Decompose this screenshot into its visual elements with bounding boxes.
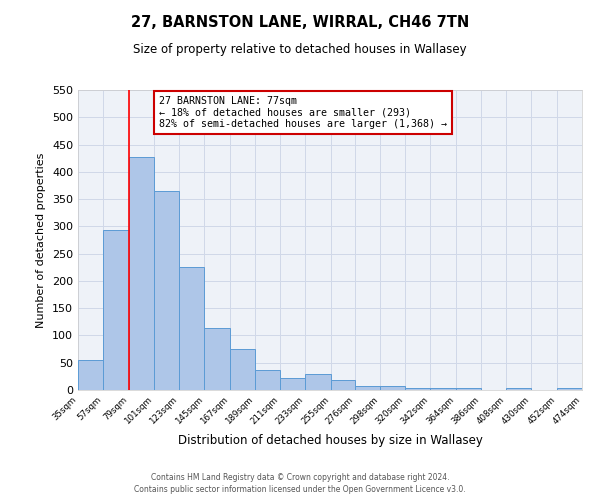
Bar: [506, 388, 532, 390]
Bar: [128, 156, 154, 390]
Y-axis label: Number of detached properties: Number of detached properties: [37, 152, 46, 328]
Bar: [430, 388, 456, 390]
Bar: [154, 191, 179, 390]
Text: 27 BARNSTON LANE: 77sqm
← 18% of detached houses are smaller (293)
82% of semi-d: 27 BARNSTON LANE: 77sqm ← 18% of detache…: [158, 96, 446, 129]
Bar: [255, 370, 280, 390]
Bar: [204, 328, 230, 390]
Bar: [355, 386, 380, 390]
Text: Contains public sector information licensed under the Open Government Licence v3: Contains public sector information licen…: [134, 485, 466, 494]
Text: Contains HM Land Registry data © Crown copyright and database right 2024.: Contains HM Land Registry data © Crown c…: [151, 472, 449, 482]
Bar: [456, 388, 481, 390]
Bar: [78, 360, 103, 390]
Text: 27, BARNSTON LANE, WIRRAL, CH46 7TN: 27, BARNSTON LANE, WIRRAL, CH46 7TN: [131, 15, 469, 30]
Bar: [179, 268, 204, 390]
Bar: [331, 380, 355, 390]
Text: Size of property relative to detached houses in Wallasey: Size of property relative to detached ho…: [133, 42, 467, 56]
Bar: [305, 374, 331, 390]
Bar: [380, 386, 405, 390]
Bar: [103, 230, 128, 390]
X-axis label: Distribution of detached houses by size in Wallasey: Distribution of detached houses by size …: [178, 434, 482, 447]
Bar: [280, 378, 305, 390]
Bar: [230, 348, 255, 390]
Bar: [557, 388, 582, 390]
Bar: [405, 388, 430, 390]
